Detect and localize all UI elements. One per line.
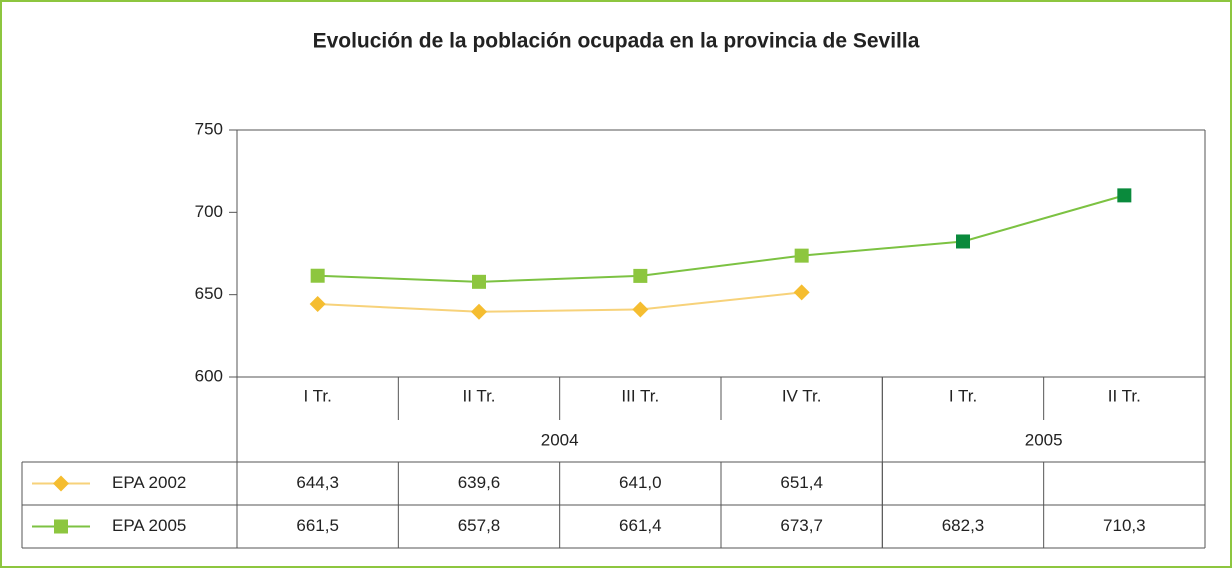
data-point bbox=[633, 268, 648, 283]
data-point bbox=[310, 268, 325, 283]
table-value: 661,4 bbox=[619, 516, 662, 535]
table-value: 661,5 bbox=[296, 516, 339, 535]
series-line bbox=[317, 194, 1125, 283]
data-point bbox=[956, 234, 970, 249]
y-tick-label: 750 bbox=[195, 119, 223, 138]
table-value: 639,6 bbox=[458, 473, 501, 492]
data-point bbox=[309, 296, 326, 313]
table-value: 657,8 bbox=[458, 516, 501, 535]
data-point bbox=[1117, 188, 1132, 203]
chart-title: Evolución de la población ocupada en la … bbox=[313, 30, 920, 53]
table-value: 651,4 bbox=[780, 473, 823, 492]
legend-label: EPA 2002 bbox=[112, 473, 186, 492]
legend-label: EPA 2005 bbox=[112, 516, 186, 535]
x-tick-label: I Tr. bbox=[303, 386, 331, 405]
table-value: 682,3 bbox=[942, 516, 985, 535]
x-tick-label: II Tr. bbox=[1108, 386, 1141, 405]
data-point bbox=[632, 301, 649, 318]
table-value: 673,7 bbox=[780, 516, 823, 535]
table-value: 710,3 bbox=[1103, 516, 1146, 535]
data-point bbox=[472, 274, 486, 289]
legend-marker bbox=[53, 475, 69, 492]
x-tick-label: IV Tr. bbox=[782, 386, 822, 405]
group-label: 2004 bbox=[541, 430, 579, 449]
y-tick-label: 600 bbox=[195, 366, 223, 385]
table-value: 641,0 bbox=[619, 473, 662, 492]
series-line bbox=[317, 291, 802, 313]
x-tick-label: III Tr. bbox=[621, 386, 659, 405]
group-label: 2005 bbox=[1025, 430, 1063, 449]
x-tick-label: II Tr. bbox=[462, 386, 495, 405]
data-point bbox=[471, 303, 487, 320]
x-tick-label: I Tr. bbox=[949, 386, 977, 405]
y-tick-label: 650 bbox=[195, 284, 223, 303]
legend-marker bbox=[54, 519, 68, 534]
data-point bbox=[794, 248, 809, 263]
table-value: 644,3 bbox=[296, 473, 339, 492]
y-tick-label: 700 bbox=[195, 202, 223, 221]
data-point bbox=[793, 284, 810, 301]
